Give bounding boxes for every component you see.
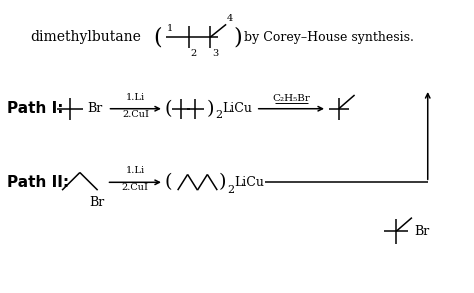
- Text: by Corey–House synthesis.: by Corey–House synthesis.: [244, 30, 414, 44]
- Text: Br: Br: [87, 102, 102, 115]
- Text: 1.Li: 1.Li: [126, 166, 145, 176]
- Text: ): ): [234, 26, 242, 48]
- Text: Path II:: Path II:: [7, 175, 69, 190]
- Text: dimethylbutane: dimethylbutane: [30, 30, 141, 44]
- Text: 2.CuI: 2.CuI: [122, 110, 149, 119]
- Text: Br: Br: [414, 225, 429, 238]
- Text: 4: 4: [227, 14, 233, 23]
- Text: 2: 2: [227, 185, 234, 195]
- Text: 3: 3: [212, 49, 219, 58]
- Text: (: (: [165, 173, 173, 191]
- Text: 2: 2: [215, 110, 222, 120]
- Text: LiCu: LiCu: [234, 176, 264, 189]
- Text: LiCu: LiCu: [222, 102, 252, 115]
- Text: Path I:: Path I:: [7, 101, 63, 116]
- Text: 1.Li: 1.Li: [126, 93, 145, 102]
- Text: C₂H₅Br: C₂H₅Br: [273, 94, 310, 103]
- Text: 1: 1: [167, 24, 173, 33]
- Text: (: (: [154, 26, 162, 48]
- Text: ): ): [207, 100, 214, 118]
- Text: (: (: [165, 100, 173, 118]
- Text: 2: 2: [191, 49, 197, 58]
- Text: ): ): [219, 173, 226, 191]
- Text: 2.CuI: 2.CuI: [122, 183, 149, 192]
- Text: Br: Br: [90, 196, 105, 209]
